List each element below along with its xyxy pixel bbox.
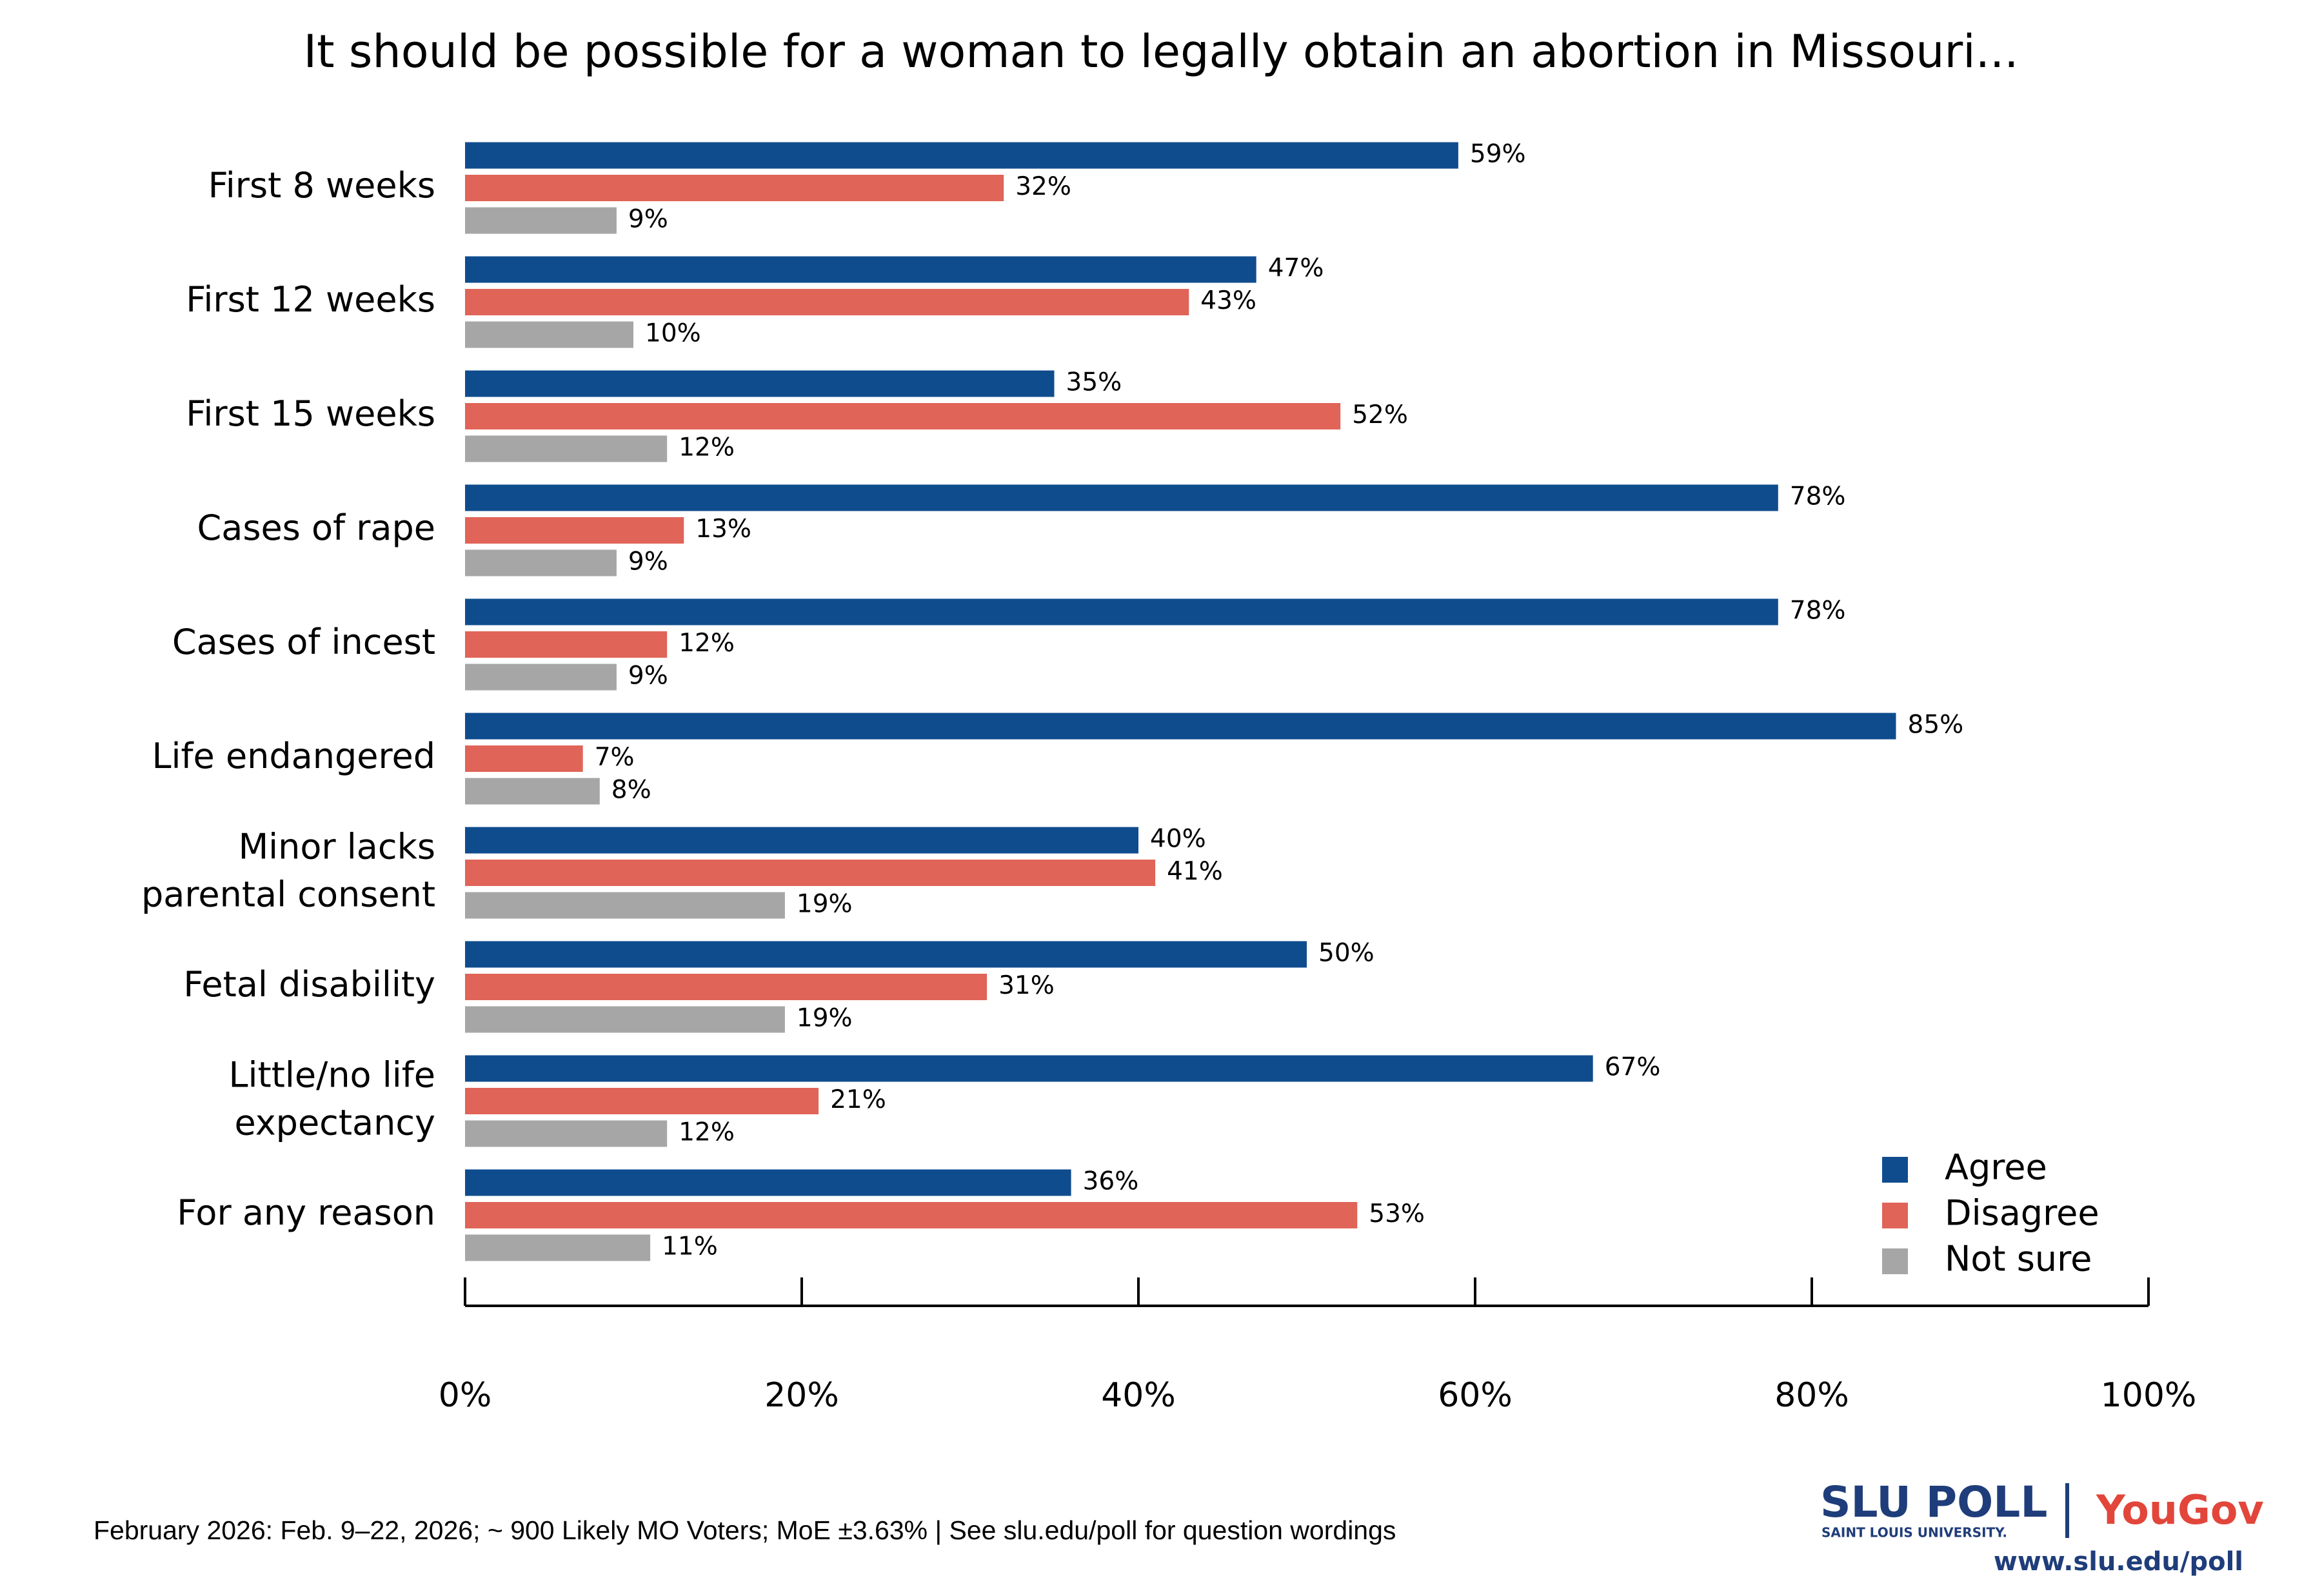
bar: [465, 778, 600, 805]
value-label: 59%: [1470, 140, 1526, 169]
bar: [465, 517, 684, 544]
bar: [465, 1088, 819, 1114]
legend-label: Agree: [1945, 1147, 2047, 1188]
bar: [465, 631, 668, 658]
value-label: 9%: [628, 547, 668, 576]
x-tick-label: 80%: [1774, 1376, 1849, 1415]
value-label: 43%: [1200, 286, 1256, 315]
bar: [465, 598, 1778, 626]
bar: [465, 484, 1778, 511]
value-label: 31%: [998, 971, 1055, 1000]
value-label: 19%: [797, 1004, 853, 1033]
value-label: 35%: [1066, 368, 1122, 397]
legend-label: Disagree: [1945, 1193, 2099, 1234]
bar: [465, 745, 583, 772]
value-label: 53%: [1369, 1199, 1425, 1228]
value-label: 19%: [797, 890, 853, 919]
x-tick-label: 0%: [439, 1376, 492, 1415]
value-label: 12%: [679, 433, 735, 462]
bar: [465, 256, 1256, 283]
bar: [465, 974, 987, 1000]
legend-label: Not sure: [1945, 1239, 2092, 1279]
bar: [465, 321, 633, 348]
x-tick-label: 40%: [1101, 1376, 1176, 1415]
bar: [465, 403, 1341, 429]
category-label: First 12 weeks: [186, 279, 435, 320]
brand-partner: YouGov: [2096, 1486, 2264, 1533]
value-label: 12%: [679, 629, 735, 658]
value-label: 85%: [1908, 711, 1964, 740]
category-label: Cases of incest: [172, 622, 435, 662]
brand-university: SAINT LOUIS UNIVERSITY.: [1821, 1525, 2007, 1541]
value-label: 10%: [645, 319, 701, 348]
bar: [465, 892, 785, 919]
value-label: 21%: [830, 1085, 886, 1114]
bar: [465, 549, 617, 576]
category-label: Little/no life expectancy: [228, 1054, 435, 1143]
bar: [465, 142, 1458, 169]
chart-title: It should be possible for a woman to leg…: [304, 25, 2019, 78]
x-tick-label: 60%: [1438, 1376, 1513, 1415]
value-label: 52%: [1352, 400, 1408, 429]
bar: [465, 941, 1307, 968]
bar: [465, 664, 617, 691]
bar: [465, 207, 617, 234]
bar: [465, 827, 1138, 854]
x-tick-label: 100%: [2101, 1376, 2197, 1415]
bar: [465, 175, 1004, 201]
value-label: 40%: [1150, 825, 1206, 854]
legend-swatch: [1882, 1157, 1908, 1183]
category-label: First 8 weeks: [208, 165, 435, 206]
value-label: 78%: [1790, 482, 1846, 511]
legend-swatch: [1882, 1248, 1908, 1274]
value-label: 7%: [595, 743, 635, 772]
value-label: 12%: [679, 1118, 735, 1147]
legend-swatch: [1882, 1203, 1908, 1228]
brand-poll: SLU POLL: [1820, 1477, 2047, 1527]
bar: [465, 1120, 668, 1147]
value-label: 50%: [1318, 939, 1374, 968]
category-label: Fetal disability: [183, 964, 435, 1005]
category-label: First 15 weeks: [186, 393, 435, 434]
bar: [465, 1006, 785, 1033]
bar: [465, 713, 1896, 740]
bar: [465, 860, 1156, 886]
bar: [465, 370, 1055, 397]
category-label: Minor lacks parental consent: [141, 826, 435, 914]
category-label: Life endangered: [152, 736, 435, 776]
value-label: 9%: [628, 205, 668, 234]
value-label: 67%: [1605, 1053, 1661, 1082]
value-label: 41%: [1167, 857, 1223, 886]
bar: [465, 435, 668, 462]
value-label: 78%: [1790, 596, 1846, 626]
value-label: 13%: [695, 515, 751, 544]
bar: [465, 1202, 1358, 1228]
bar: [465, 1169, 1071, 1196]
value-label: 11%: [662, 1232, 718, 1261]
category-label: For any reason: [177, 1192, 435, 1233]
bar: [465, 1234, 651, 1261]
value-label: 32%: [1015, 172, 1071, 201]
value-label: 8%: [611, 776, 651, 805]
value-label: 47%: [1268, 254, 1324, 283]
x-tick-label: 20%: [764, 1376, 839, 1415]
brand-url: www.slu.edu/poll: [1994, 1547, 2243, 1577]
category-label: Cases of rape: [197, 507, 435, 548]
bar: [465, 289, 1189, 315]
value-label: 9%: [628, 662, 668, 691]
footnote: February 2026: Feb. 9–22, 2026; ~ 900 Li…: [94, 1515, 1396, 1545]
bar: [465, 1055, 1593, 1082]
value-label: 36%: [1083, 1167, 1139, 1196]
